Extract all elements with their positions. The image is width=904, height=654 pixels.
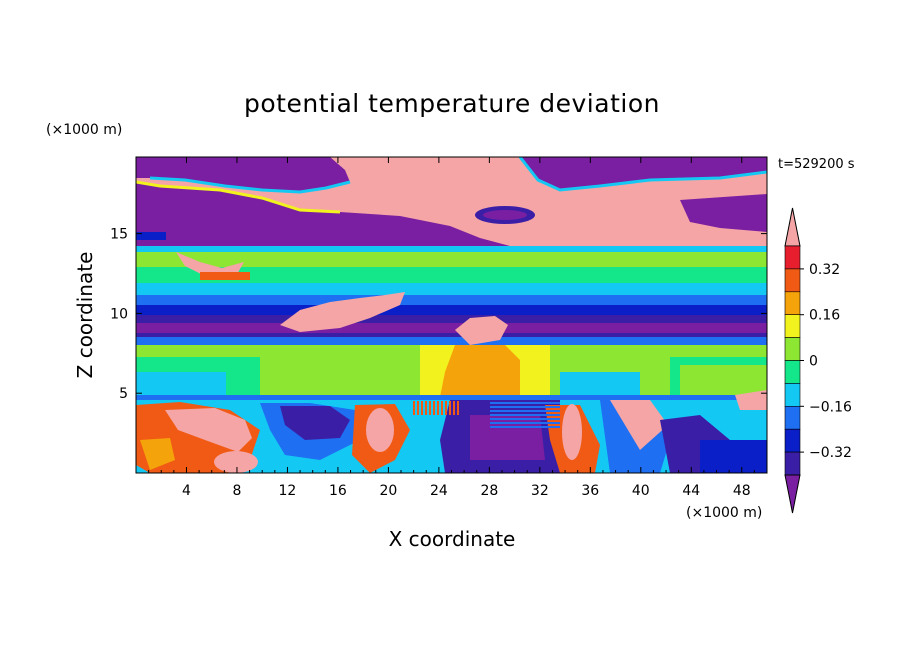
wave-stripe: [429, 401, 431, 415]
y-tick-label: 10: [110, 306, 128, 322]
wave-stripe: [490, 406, 560, 408]
contour-region: [136, 246, 767, 254]
wave-stripe: [421, 401, 423, 415]
y-tick-label: 15: [110, 227, 128, 243]
colorbar-segment: [784, 245, 801, 270]
wave-stripe: [413, 401, 415, 415]
x-tick-label: 12: [279, 483, 297, 499]
contour-region: [735, 390, 767, 410]
wave-stripe: [453, 401, 455, 415]
wave-stripe: [490, 410, 560, 412]
wave-stripe: [437, 401, 439, 415]
wave-stripe: [490, 426, 560, 428]
colorbar-label: −0.16: [809, 399, 852, 415]
colorbar-label: 0.32: [809, 262, 840, 278]
x-tick-label: 20: [379, 483, 397, 499]
contour-region: [176, 252, 244, 276]
x-tick-label: 40: [632, 483, 650, 499]
wave-stripe: [433, 401, 435, 415]
contour-region: [200, 272, 250, 280]
colorbar-label: 0.16: [809, 308, 840, 324]
colorbar-segment: [784, 360, 801, 384]
contour-region: [520, 157, 767, 190]
x-tick-label: 48: [733, 483, 751, 499]
contour-line: [518, 157, 767, 192]
x-tick-label: 28: [480, 483, 498, 499]
contour-region: [560, 372, 640, 397]
colorbar-segment: [784, 383, 801, 407]
colorbar-label: 0: [809, 354, 818, 370]
wave-stripe: [490, 418, 560, 420]
contour-region: [136, 323, 767, 333]
wave-stripe: [425, 401, 427, 415]
contour-region: [280, 406, 350, 440]
contour-region: [470, 415, 545, 460]
colorbar-segment: [784, 268, 801, 293]
contour-region: [260, 352, 420, 397]
contour-region: [136, 157, 350, 192]
wave-stripe: [441, 401, 443, 415]
contour-region: [366, 408, 394, 452]
contour-region: [483, 210, 527, 220]
contour-region: [136, 252, 767, 267]
contour-region: [136, 305, 767, 315]
colorbar-extend-bottom: [784, 474, 801, 514]
contour-region: [136, 182, 590, 252]
colorbar-segment: [784, 405, 801, 430]
x-axis-label: X coordinate: [389, 527, 516, 551]
x-tick-label: 36: [581, 483, 599, 499]
contour-region: [140, 438, 175, 470]
colorbar-segment: [784, 428, 801, 453]
contour-region: [440, 345, 520, 397]
contour-region: [136, 267, 767, 283]
contour-region: [455, 316, 508, 345]
contour-region: [136, 295, 767, 305]
contour-region: [680, 194, 767, 232]
x-tick-label: 24: [430, 483, 448, 499]
contour-region: [214, 451, 258, 473]
contour-region: [680, 365, 767, 397]
x-tick-label: 44: [682, 483, 700, 499]
colorbar-label: −0.32: [809, 445, 852, 461]
contour-line: [149, 176, 351, 194]
y-axis: 5 10 15: [110, 227, 767, 402]
contour-line: [136, 180, 341, 214]
wave-stripe: [490, 402, 560, 404]
colorbar-segment: [784, 314, 801, 338]
chart-title: potential temperature deviation: [244, 89, 660, 118]
contour-region: [136, 232, 166, 240]
contour-field: [136, 157, 767, 473]
colorbar-segment: [784, 291, 801, 315]
x-tick-label: 16: [329, 483, 347, 499]
colorbar-extend-top: [784, 207, 801, 247]
contour-region: [562, 404, 582, 460]
y-unit-label: (×1000 m): [46, 122, 122, 138]
wave-stripe: [445, 401, 447, 415]
contour-region: [136, 283, 767, 295]
wave-stripe: [490, 414, 560, 416]
wave-stripe: [457, 401, 459, 415]
contour-region: [165, 408, 252, 452]
wave-stripe: [490, 422, 560, 424]
y-axis-label: Z coordinate: [73, 252, 97, 379]
y-tick-label: 5: [119, 386, 128, 402]
colorbar: 0.32 0.16 0 −0.16 −0.32: [784, 207, 852, 514]
x-tick-label: 4: [182, 483, 191, 499]
x-tick-label: 8: [232, 483, 241, 499]
contour-region: [136, 372, 226, 397]
contour-region: [700, 440, 767, 473]
wave-stripe: [449, 401, 451, 415]
colorbar-segment: [784, 337, 801, 361]
time-label: t=529200 s: [778, 157, 855, 172]
wave-stripe: [417, 401, 419, 415]
contour-region: [280, 292, 405, 332]
x-unit-label: (×1000 m): [686, 505, 762, 521]
colorbar-segment: [784, 451, 801, 476]
x-tick-label: 32: [531, 483, 549, 499]
contour-region: [136, 337, 767, 345]
contour-region: [136, 395, 767, 400]
x-axis: 4 8 12 16 20 24 28 32 36 40 44 48: [148, 157, 755, 499]
contour-region: [610, 400, 668, 450]
